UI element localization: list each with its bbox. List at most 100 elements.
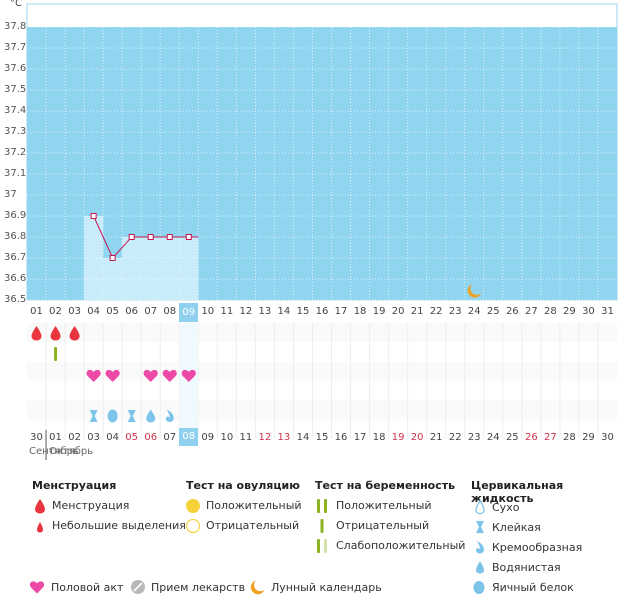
temperature-line [93,215,189,259]
legend-cervical-watery: Водянистая [492,561,561,574]
x-tick-label-top: 07 [144,306,158,317]
legend-menstruation: Менструация [52,499,130,512]
x-tick-label-bottom: 15 [315,432,329,443]
pregnancy-negative-icon [320,519,324,533]
y-tick-label: 37.1 [4,168,27,179]
cervical-egg-white-icon [107,409,118,423]
legend-cervical-sticky: Клейкая [492,521,541,534]
legend-cervical-egg-white: Яичный белок [492,581,574,594]
temperature-point [185,234,192,240]
recorded-column [160,237,180,300]
cervical-sticky-icon [89,410,98,422]
x-tick-label-top: 17 [334,306,348,317]
temperature-point [128,234,135,240]
legend-moon-calendar: Лунный календарь [271,581,382,594]
pregnancy-test-icon [54,347,58,361]
bbt-chart: °C 37.8 37.7 37.6 37.5 37.4 37.3 37.2 37.1 37 36.9… [4,0,618,460]
y-tick-label: 36.9 [4,210,27,221]
x-tick-label-bottom: 12 [258,432,272,443]
x-tick-label-top: 28 [544,306,557,317]
x-tick-label-top: 27 [524,306,538,317]
x-tick-label-bottom: 18 [372,432,386,443]
x-tick-label-top: 01 [30,306,43,317]
x-tick-label-bottom: 20 [410,432,424,443]
x-tick-label-top: 02 [49,306,62,317]
x-tick-label-top: 09 [179,303,199,322]
y-tick-label: 36.7 [4,252,27,263]
spotting-drop-icon [37,522,43,533]
x-tick-label-bottom: 23 [467,432,481,443]
x-tick-label-bottom: 02 [68,432,81,443]
x-tick-label-bottom: 10 [220,432,234,443]
menstruation-drop-icon [69,326,80,341]
x-tick-label-bottom: 25 [505,432,519,443]
cervical-dry-icon [475,499,485,515]
x-tick-label-bottom: 01 [49,432,62,443]
y-tick-label: 37.4 [4,105,27,116]
cervical-sticky-icon [127,410,136,422]
x-tick-label-bottom: 14 [296,432,310,443]
legend-cervical-dry: Сухо [492,501,520,514]
month-label-current: Октябрь [49,446,94,457]
temperature-point [109,255,116,261]
x-tick-label-bottom: 13 [277,432,291,443]
heart-icon [162,369,177,382]
temperature-point [90,213,97,219]
legend-title-menstruation: Менструация [32,479,117,492]
cervical-watery-icon [476,561,484,574]
y-unit-label: °C [10,0,22,9]
x-tick-label-bottom: 26 [524,432,538,443]
heart-icon [29,581,45,594]
x-tick-label-bottom: 19 [391,432,405,443]
x-tick-label-top: 26 [505,306,519,317]
x-tick-label-bottom: 17 [353,432,367,443]
cervical-sticky-icon [476,521,484,533]
x-tick-label-bottom: 08 [179,428,199,446]
x-tick-label-top: 22 [429,306,443,317]
x-tick-label-top: 05 [106,306,119,317]
heart-icon [181,369,196,382]
pregnancy-faint-icon [317,539,327,553]
moon-phase-icon [467,284,482,298]
x-tick-label-top: 03 [68,306,81,317]
x-tick-label-top: 06 [125,306,139,317]
x-tick-label-top: 31 [601,306,614,317]
pregnancy-positive-icon [317,499,327,513]
x-tick-label-top: 13 [258,306,272,317]
recorded-column [103,258,123,300]
x-tick-label-top: 29 [563,306,576,317]
x-tick-label-top: 24 [467,306,481,317]
legend-pregnancy-negative: Отрицательный [336,519,430,532]
x-tick-label-bottom: 27 [544,432,557,443]
ovulation-positive-icon [186,499,200,513]
y-tick-label: 37.8 [4,21,27,32]
x-tick-label-top: 15 [296,306,310,317]
cervical-watery-icon [146,409,156,423]
marker-row [27,400,617,420]
x-tick-label-top: 19 [372,306,386,317]
recorded-column [122,237,142,300]
legend-title-pregnancy: Тест на беременность [315,479,456,492]
y-tick-label: 37.7 [4,42,27,53]
x-tick-label-bottom: 16 [334,432,348,443]
month-label-previous: Сентябрь [29,446,79,457]
x-tick-label-bottom: 28 [563,432,576,443]
heart-icon [143,369,158,382]
x-tick-label-top: 14 [277,306,291,317]
legend-title-ovulation: Тест на овуляцию [186,479,300,492]
legend-pregnancy-positive: Положительный [336,499,432,512]
x-tick-label-bottom: 04 [106,432,119,443]
legend-title-cervical: Цервикальная жидкость [471,479,564,505]
marker-row [27,342,617,362]
y-tick-label: 37.6 [4,63,27,74]
cervical-creamy-icon [165,409,174,422]
x-tick-label-top: 30 [582,306,595,317]
menstruation-drop-icon [31,326,42,341]
y-tick-label: 37.3 [4,126,27,137]
ovulation-negative-icon [185,518,201,534]
x-tick-label-top: 04 [87,306,100,317]
x-tick-label-bottom: 06 [144,432,158,443]
y-tick-label: 37 [4,189,17,200]
legend-spotting: Небольшие выделения [52,519,186,532]
y-tick-label: 37.2 [4,147,27,158]
